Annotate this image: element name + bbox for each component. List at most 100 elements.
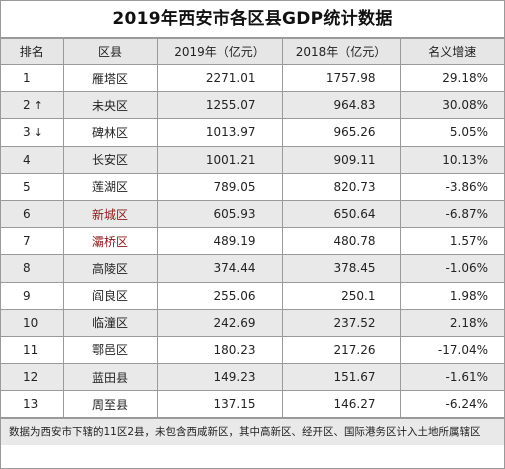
district-cell: 新城区 (62, 199, 158, 229)
rank-cell: 2 ↑ (1, 91, 64, 120)
gdp-2019-cell: 374.44 (156, 254, 283, 283)
rank-cell: 12 (1, 363, 64, 392)
header-rank: 排名 (1, 38, 64, 65)
growth-cell: 29.18% (399, 63, 504, 93)
growth-cell: -1.06% (399, 254, 504, 283)
rank-cell: 3 ↓ (1, 118, 64, 147)
header-row: 排名 区县 2019年（亿元） 2018年（亿元） 名义增速 (1, 38, 504, 65)
district-cell: 未央区 (62, 91, 158, 120)
rank-cell: 4 (1, 145, 64, 174)
gdp-2019-cell: 149.23 (156, 363, 283, 392)
rank-cell: 5 (1, 172, 64, 201)
rank-cell: 6 (1, 199, 64, 229)
table-row: 2 ↑ 未央区 1255.07 964.83 30.08% (1, 91, 504, 120)
footnote: 数据为西安市下辖的11区2县，未包含西咸新区，其中高新区、经开区、国际港务区计入… (1, 418, 504, 446)
gdp-2019-cell: 1255.07 (156, 91, 283, 120)
gdp-2019-cell: 180.23 (156, 335, 283, 365)
table-row: 11 鄠邑区 180.23 217.26 -17.04% (1, 335, 504, 365)
rank-value: 8 (23, 261, 31, 276)
district-cell: 周至县 (62, 390, 158, 419)
rank-cell: 7 (1, 227, 64, 256)
rank-value: 12 (23, 370, 39, 385)
table-row: 10 临潼区 242.69 237.52 2.18% (1, 308, 504, 337)
rank-value: 1 (23, 71, 31, 86)
rank-value: 13 (23, 397, 39, 412)
district-cell: 长安区 (62, 145, 158, 174)
district-cell: 莲湖区 (62, 172, 158, 201)
district-cell: 临潼区 (62, 308, 158, 337)
district-cell: 高陵区 (62, 254, 158, 283)
growth-cell: 1.98% (399, 281, 504, 310)
table-row: 8 高陵区 374.44 378.45 -1.06% (1, 254, 504, 283)
growth-cell: -6.24% (399, 390, 504, 419)
growth-cell: 10.13% (399, 145, 504, 174)
gdp-2019-cell: 1001.21 (156, 145, 283, 174)
table-row: 6 新城区 605.93 650.64 -6.87% (1, 199, 504, 229)
gdp-table: 排名 区县 2019年（亿元） 2018年（亿元） 名义增速 1 雁塔区 2271.… (1, 38, 504, 419)
table-row: 7 灞桥区 489.19 480.78 1.57% (1, 227, 504, 256)
growth-cell: -1.61% (399, 363, 504, 392)
gdp-2019-cell: 789.05 (156, 172, 283, 201)
rank-value: 3 (23, 125, 31, 140)
gdp-2019-cell: 242.69 (156, 308, 283, 337)
gdp-2018-cell: 146.27 (281, 390, 401, 419)
table-title: 2019年西安市各区县GDP统计数据 (1, 1, 504, 38)
gdp-2018-cell: 378.45 (281, 254, 401, 283)
gdp-2018-cell: 151.67 (281, 363, 401, 392)
table-row: 3 ↓ 碑林区 1013.97 965.26 5.05% (1, 118, 504, 147)
rank-cell: 1 (1, 63, 64, 93)
rank-cell: 9 (1, 281, 64, 310)
district-cell: 碑林区 (62, 118, 158, 147)
gdp-2018-cell: 480.78 (281, 227, 401, 256)
gdp-2018-cell: 237.52 (281, 308, 401, 337)
district-cell: 灞桥区 (62, 227, 158, 256)
rank-value: 4 (23, 152, 31, 167)
growth-cell: 30.08% (399, 91, 504, 120)
gdp-2018-cell: 250.1 (281, 281, 401, 310)
header-district: 区县 (62, 38, 158, 65)
gdp-2019-cell: 1013.97 (156, 118, 283, 147)
rank-cell: 8 (1, 254, 64, 283)
district-cell: 雁塔区 (62, 63, 158, 93)
growth-cell: 1.57% (399, 227, 504, 256)
gdp-2019-cell: 137.15 (156, 390, 283, 419)
rank-value: 11 (23, 342, 39, 357)
gdp-2019-cell: 489.19 (156, 227, 283, 256)
district-cell: 阎良区 (62, 281, 158, 310)
table-row: 1 雁塔区 2271.01 1757.98 29.18% (1, 63, 504, 93)
growth-cell: 5.05% (399, 118, 504, 147)
rank-cell: 10 (1, 308, 64, 337)
rank-value: 2 (23, 98, 31, 113)
header-growth: 名义增速 (399, 38, 504, 65)
gdp-2019-cell: 605.93 (156, 199, 283, 229)
rank-value: 6 (23, 207, 31, 222)
gdp-2018-cell: 650.64 (281, 199, 401, 229)
rank-cell: 13 (1, 390, 64, 419)
growth-cell: -3.86% (399, 172, 504, 201)
table-row: 4 长安区 1001.21 909.11 10.13% (1, 145, 504, 174)
header-gdp-2019: 2019年（亿元） (156, 38, 283, 65)
gdp-2019-cell: 2271.01 (156, 63, 283, 93)
rank-value: 9 (23, 288, 31, 303)
gdp-2018-cell: 964.83 (281, 91, 401, 120)
gdp-2018-cell: 965.26 (281, 118, 401, 147)
gdp-2018-cell: 1757.98 (281, 63, 401, 93)
rank-cell: 11 (1, 335, 64, 365)
rank-value: 10 (23, 315, 39, 330)
table-row: 5 莲湖区 789.05 820.73 -3.86% (1, 172, 504, 201)
growth-cell: -17.04% (399, 335, 504, 365)
district-cell: 蓝田县 (62, 363, 158, 392)
rank-down-arrow-icon: ↓ (33, 126, 43, 140)
gdp-2018-cell: 217.26 (281, 335, 401, 365)
gdp-2018-cell: 909.11 (281, 145, 401, 174)
gdp-2018-cell: 820.73 (281, 172, 401, 201)
rank-value: 5 (23, 179, 31, 194)
rank-up-arrow-icon: ↑ (33, 99, 43, 113)
growth-cell: 2.18% (399, 308, 504, 337)
growth-cell: -6.87% (399, 199, 504, 229)
table-body: 1 雁塔区 2271.01 1757.98 29.18% 2 ↑ 未央区 1255.07 964.… (1, 63, 504, 419)
table-row: 12 蓝田县 149.23 151.67 -1.61% (1, 363, 504, 392)
header-gdp-2018: 2018年（亿元） (281, 38, 401, 65)
table-row: 13 周至县 137.15 146.27 -6.24% (1, 390, 504, 419)
